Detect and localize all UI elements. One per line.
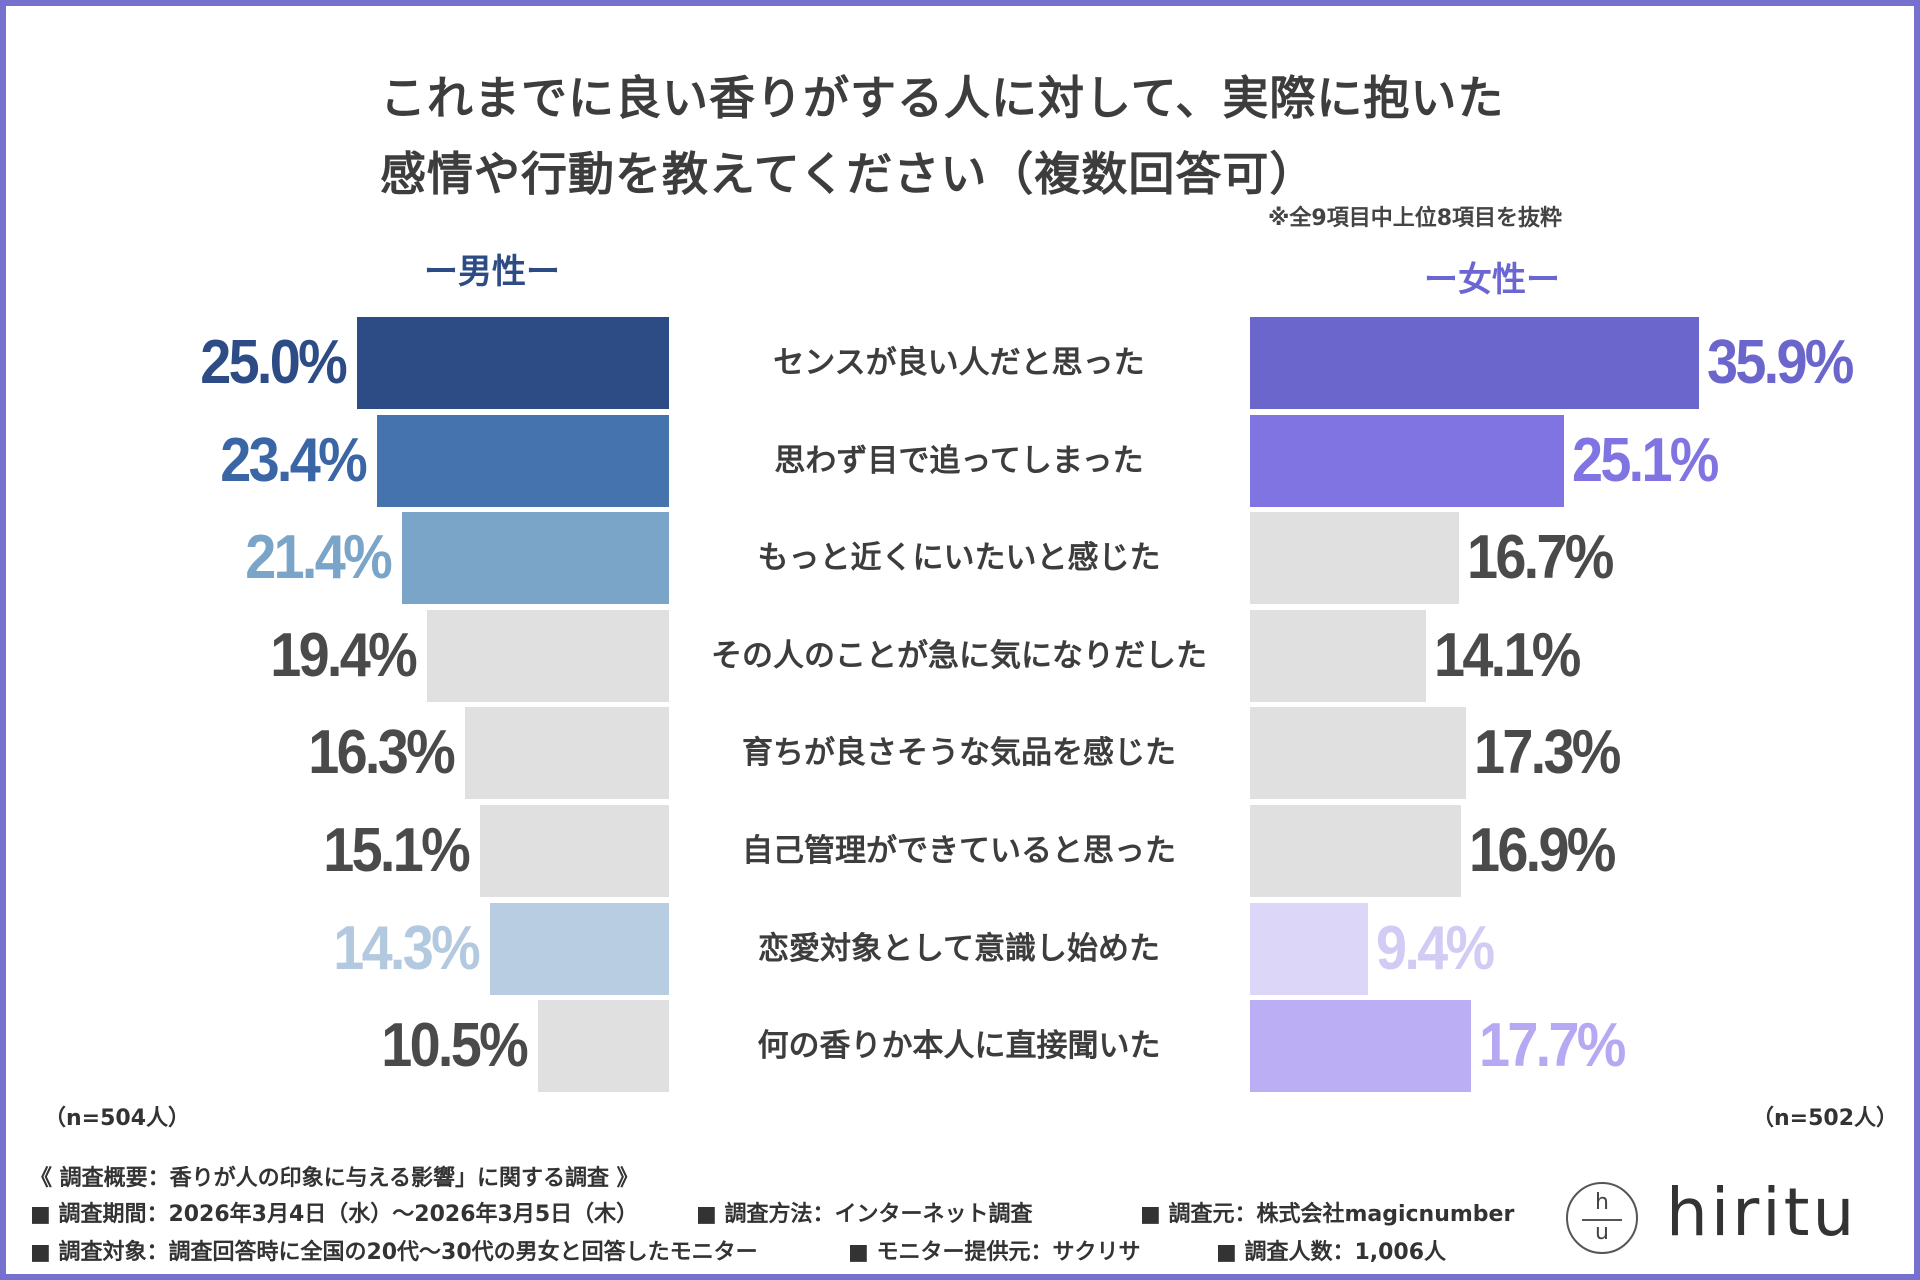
value-label-female: 35.9% (1706, 328, 1854, 397)
value-label-female: 16.9% (1469, 816, 1616, 885)
n-label-male: （n=504人） (44, 1106, 191, 1131)
bar-male (537, 1000, 669, 1093)
chart-title: これまでに良い香りがする人に対して、実際に抱いた 感情や行動を教えてください（複… (380, 60, 1680, 212)
category-label: その人のことが急に気になりだした (711, 637, 1207, 674)
category-label: 恋愛対象として意識し始めた (757, 930, 1161, 967)
category-label: センスが良い人だと思った (773, 345, 1145, 381)
bar-female (1250, 902, 1368, 995)
bar-male (401, 512, 669, 605)
bar-male (426, 609, 669, 702)
category-label: 何の香りか本人に直接聞いた (757, 1028, 1161, 1065)
hiritu-logo-wordmark: hiritu (1666, 1174, 1858, 1251)
value-label-female: 9.4% (1375, 913, 1495, 983)
hiritu-logo-mark: h u (1566, 1182, 1638, 1254)
category-label: 育ちが良さそうな気品を感じた (742, 735, 1176, 772)
survey-sample-size: ■ 調査人数：1,006人 (1216, 1240, 1447, 1265)
value-label-male: 21.4% (244, 523, 392, 593)
value-label-female: 16.7% (1466, 523, 1614, 593)
value-label-female: 17.7% (1479, 1011, 1626, 1081)
value-label-male: 16.3% (308, 718, 456, 788)
value-label-female: 17.3% (1474, 718, 1621, 788)
value-label-male: 14.3% (333, 913, 481, 983)
value-label-male: 15.1% (323, 816, 471, 885)
bar-female (1250, 609, 1427, 702)
survey-method: ■ 調査方法：インターネット調査 (696, 1202, 1033, 1227)
bar-male (465, 707, 669, 800)
category-label: 思わず目で追ってしまった (774, 442, 1144, 479)
bar-male (490, 902, 669, 995)
logo-mark-top: h (1595, 1190, 1609, 1215)
survey-source: ■ 調査元：株式会社magicnumber (1140, 1202, 1515, 1227)
survey-summary-heading: 《 調査概要：香りが人の印象に与える影響」に関する調査 》 (30, 1166, 639, 1191)
legend-female: ー女性ー (1424, 260, 1560, 300)
bar-female (1250, 414, 1564, 507)
category-label: 自己管理ができていると思った (742, 833, 1176, 869)
bar-female (1250, 512, 1459, 605)
bar-male (356, 317, 669, 409)
bar-male (376, 414, 669, 507)
value-label-female: 14.1% (1434, 620, 1581, 690)
logo-mark-bottom: u (1595, 1220, 1609, 1245)
value-label-male: 23.4% (219, 425, 367, 495)
bar-female (1250, 805, 1462, 897)
chart-note: ※全9項目中上位8項目を抜粋 (1268, 206, 1563, 231)
survey-monitor-provider: ■ モニター提供元：サクリサ (848, 1240, 1141, 1265)
value-label-female: 25.1% (1571, 425, 1719, 495)
category-label: もっと近くにいたいと感じた (757, 540, 1161, 577)
value-label-male: 10.5% (381, 1011, 528, 1081)
bar-female (1250, 1000, 1472, 1093)
chart-title-line-2: 感情や行動を教えてください（複数回答可） (380, 147, 1317, 201)
survey-target: ■ 調査対象：調査回答時に全国の20代～30代の男女と回答したモニター (30, 1240, 758, 1265)
bar-female (1250, 707, 1467, 800)
value-label-male: 25.0% (199, 328, 347, 397)
logo-mark-divider (1582, 1219, 1622, 1221)
chart-title-line-1: これまでに良い香りがする人に対して、実際に抱いた (380, 71, 1505, 125)
legend-male: ー男性ー (424, 252, 560, 292)
bar-male (480, 805, 669, 897)
value-label-male: 19.4% (269, 620, 417, 690)
bar-female (1250, 317, 1699, 409)
survey-period: ■ 調査期間：2026年3月4日（水）～2026年3月5日（木） (30, 1202, 639, 1227)
n-label-female: （n=502人） (1752, 1106, 1899, 1131)
